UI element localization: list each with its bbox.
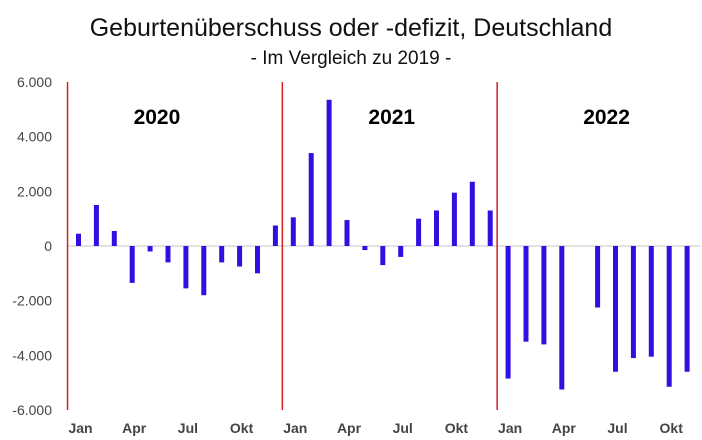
bar <box>93 205 99 246</box>
year-labels: 2020 2021 2022 <box>134 106 630 129</box>
bar <box>219 246 225 263</box>
x-tick-label: Jul <box>393 420 413 436</box>
bar <box>541 246 547 345</box>
x-tick-label: Jan <box>498 420 522 436</box>
bar <box>165 246 171 263</box>
bar <box>469 181 475 246</box>
x-tick-label: Okt <box>660 420 684 436</box>
y-axis-ticks: 6.000 4.000 2.000 0 -2.000 -4.000 -6.000 <box>12 74 52 418</box>
bar <box>344 220 350 246</box>
bar <box>630 246 636 359</box>
bar <box>523 246 529 342</box>
chart-title: Geburtenüberschuss oder -defizit, Deutsc… <box>89 14 613 42</box>
y-tick-label: 4.000 <box>17 129 52 145</box>
y-tick-label: -4.000 <box>12 347 52 363</box>
bar <box>308 153 314 246</box>
x-tick-label: Jul <box>607 420 627 436</box>
bar <box>595 246 601 308</box>
bar <box>613 246 618 372</box>
bar <box>451 192 457 246</box>
bar-series <box>76 99 690 390</box>
bar <box>201 246 207 296</box>
bar <box>505 246 511 379</box>
x-tick-label: Okt <box>445 420 469 436</box>
x-tick-label: Jan <box>283 420 307 436</box>
y-tick-label: 0 <box>44 238 52 254</box>
bar <box>487 210 493 246</box>
bar <box>398 246 404 257</box>
y-tick-label: 2.000 <box>17 183 52 199</box>
chart-subtitle: - Im Vergleich zu 2019 - <box>250 48 452 69</box>
year-label: 2022 <box>583 106 630 129</box>
x-tick-label: Apr <box>552 420 577 436</box>
bar <box>684 246 690 372</box>
bar <box>255 246 260 274</box>
x-tick-label: Okt <box>230 420 254 436</box>
year-dividers <box>66 82 498 410</box>
year-label: 2020 <box>134 106 181 129</box>
y-tick-label: 6.000 <box>17 74 52 90</box>
x-tick-label: Apr <box>337 420 362 436</box>
year-label: 2021 <box>368 106 415 129</box>
bar <box>559 246 565 390</box>
bar <box>434 210 439 246</box>
x-tick-label: Jan <box>68 420 92 436</box>
bar <box>380 246 386 266</box>
bar <box>326 99 332 247</box>
bar <box>416 218 422 246</box>
bar <box>648 246 654 357</box>
x-tick-label: Apr <box>122 420 147 436</box>
bar <box>362 246 368 251</box>
bar <box>237 246 243 267</box>
bar <box>129 246 135 283</box>
bar <box>76 233 81 246</box>
bar <box>147 246 153 252</box>
bar <box>290 217 296 246</box>
bar <box>666 246 672 387</box>
bar <box>183 246 189 289</box>
x-tick-label: Jul <box>178 420 198 436</box>
x-axis-ticks: Jan Apr Jul Okt Jan Apr Jul Okt Jan Apr Jul Okt <box>68 420 683 436</box>
y-tick-label: -2.000 <box>12 293 52 309</box>
bar <box>272 225 278 246</box>
bar <box>111 230 117 246</box>
y-tick-label: -6.000 <box>12 402 52 418</box>
